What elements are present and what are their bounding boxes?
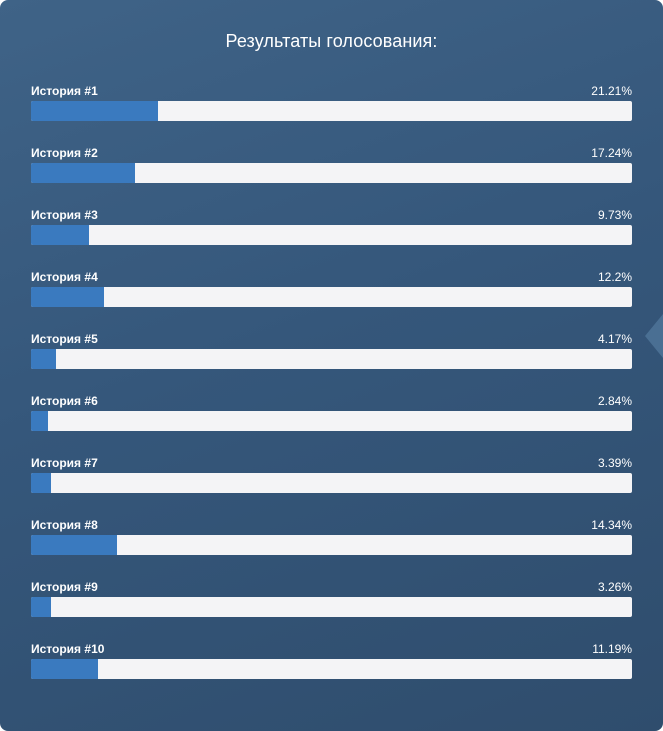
result-row: История #8 14.34% — [31, 516, 632, 578]
result-row: История #6 2.84% — [31, 392, 632, 454]
result-label: История #2 — [31, 146, 98, 160]
result-percent: 14.34% — [591, 518, 632, 532]
result-row: История #4 12.2% — [31, 268, 632, 330]
result-bar-track — [31, 473, 632, 493]
result-label: История #5 — [31, 332, 98, 346]
side-pointer-arrow — [645, 314, 663, 358]
result-bar-track — [31, 535, 632, 555]
result-bar-track — [31, 411, 632, 431]
result-bar-fill — [31, 163, 135, 183]
result-percent: 11.19% — [592, 642, 632, 656]
result-row: История #3 9.73% — [31, 206, 632, 268]
result-label: История #7 — [31, 456, 98, 470]
result-label: История #9 — [31, 580, 98, 594]
results-list: История #1 21.21% История #2 17.24% Исто… — [31, 82, 632, 702]
result-bar-track — [31, 287, 632, 307]
result-bar-track — [31, 225, 632, 245]
result-bar-fill — [31, 473, 52, 493]
result-label: История #1 — [31, 84, 98, 98]
result-bar-fill — [31, 101, 159, 121]
result-row: История #5 4.17% — [31, 330, 632, 392]
result-label: История #6 — [31, 394, 98, 408]
poll-results-title: Результаты голосования: — [225, 31, 438, 51]
result-bar-track — [31, 101, 632, 121]
result-row: История #1 21.21% — [31, 82, 632, 144]
result-bar-fill — [31, 225, 90, 245]
result-percent: 21.21% — [591, 84, 632, 98]
result-percent: 3.39% — [597, 456, 632, 470]
result-bar-track — [31, 349, 632, 369]
result-percent: 17.24% — [591, 146, 632, 160]
result-bar-fill — [31, 349, 57, 369]
result-label: История #10 — [31, 642, 105, 656]
result-label: История #3 — [31, 208, 98, 222]
result-bar-fill — [31, 411, 49, 431]
result-bar-track — [31, 163, 632, 183]
result-label: История #4 — [31, 270, 98, 284]
result-bar-track — [31, 597, 632, 617]
result-bar-fill — [31, 597, 51, 617]
result-bar-fill — [31, 287, 105, 307]
result-row: История #10 11.19% — [31, 640, 632, 702]
result-percent: 12.2% — [597, 270, 632, 284]
result-percent: 3.26% — [597, 580, 632, 594]
result-bar-track — [31, 659, 632, 679]
result-row: История #7 3.39% — [31, 454, 632, 516]
result-label: История #8 — [31, 518, 98, 532]
result-bar-fill — [31, 659, 99, 679]
result-percent: 4.17% — [597, 332, 632, 346]
result-percent: 2.84% — [597, 394, 632, 408]
result-bar-fill — [31, 535, 118, 555]
result-row: История #2 17.24% — [31, 144, 632, 206]
result-row: История #9 3.26% — [31, 578, 632, 640]
result-percent: 9.73% — [597, 208, 632, 222]
